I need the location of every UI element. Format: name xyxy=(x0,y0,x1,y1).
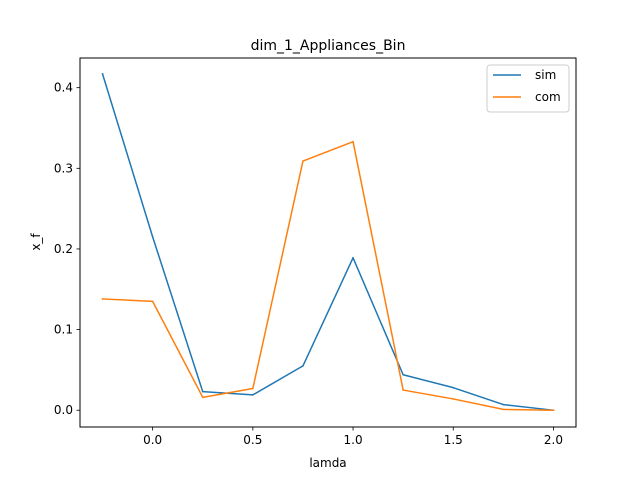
legend-box xyxy=(486,64,570,113)
y-tick-label: 0.2 xyxy=(54,242,73,256)
y-tick-label: 0.3 xyxy=(54,161,73,175)
series-layer xyxy=(101,73,555,412)
data-point-sim-0 xyxy=(101,73,104,75)
data-point-sim-2 xyxy=(201,390,204,393)
x-tick-label: 2.0 xyxy=(544,433,563,447)
plot-frame xyxy=(79,57,577,428)
data-point-sim-3 xyxy=(252,394,254,396)
data-point-com-9 xyxy=(552,409,555,412)
data-point-sim-6 xyxy=(402,373,404,376)
data-point-sim-7 xyxy=(452,386,455,389)
data-point-com-4 xyxy=(302,160,304,162)
data-point-com-2 xyxy=(201,396,204,399)
x-tick-label: 1.0 xyxy=(344,433,363,447)
x-tick-label: 0.0 xyxy=(143,433,162,447)
data-point-sim-4 xyxy=(302,365,304,367)
data-point-com-8 xyxy=(502,408,505,411)
x-axis: 0.0 0.5 1.0 1.5 2.0 xyxy=(143,427,563,447)
data-point-com-1 xyxy=(151,300,154,303)
x-axis-label: lamda xyxy=(309,456,346,470)
data-point-sim-5 xyxy=(352,257,354,259)
data-point-com-3 xyxy=(252,387,254,390)
legend-label-sim: sim xyxy=(535,68,556,82)
y-tick-label: 0.1 xyxy=(54,323,73,337)
x-tick-label: 0.5 xyxy=(243,433,262,447)
chart-title: dim_1_Appliances_Bin xyxy=(251,38,406,54)
data-point-sim-8 xyxy=(502,403,505,406)
y-tick-label: 0.0 xyxy=(54,403,73,417)
data-point-com-0 xyxy=(101,298,104,300)
y-axis: 0.0 0.1 0.2 0.3 0.4 xyxy=(54,81,80,417)
y-tick-label: 0.4 xyxy=(54,81,73,95)
series-line-sim xyxy=(101,73,555,412)
data-point-com-7 xyxy=(452,398,455,400)
x-tick-label: 1.5 xyxy=(444,433,463,447)
y-axis-label: x_f xyxy=(29,233,43,251)
legend-label-com: com xyxy=(535,90,561,104)
data-point-com-5 xyxy=(352,140,354,143)
series-line-com xyxy=(101,140,555,411)
legend: sim com xyxy=(486,64,570,113)
data-point-sim-1 xyxy=(151,236,154,238)
data-point-com-6 xyxy=(402,389,404,391)
